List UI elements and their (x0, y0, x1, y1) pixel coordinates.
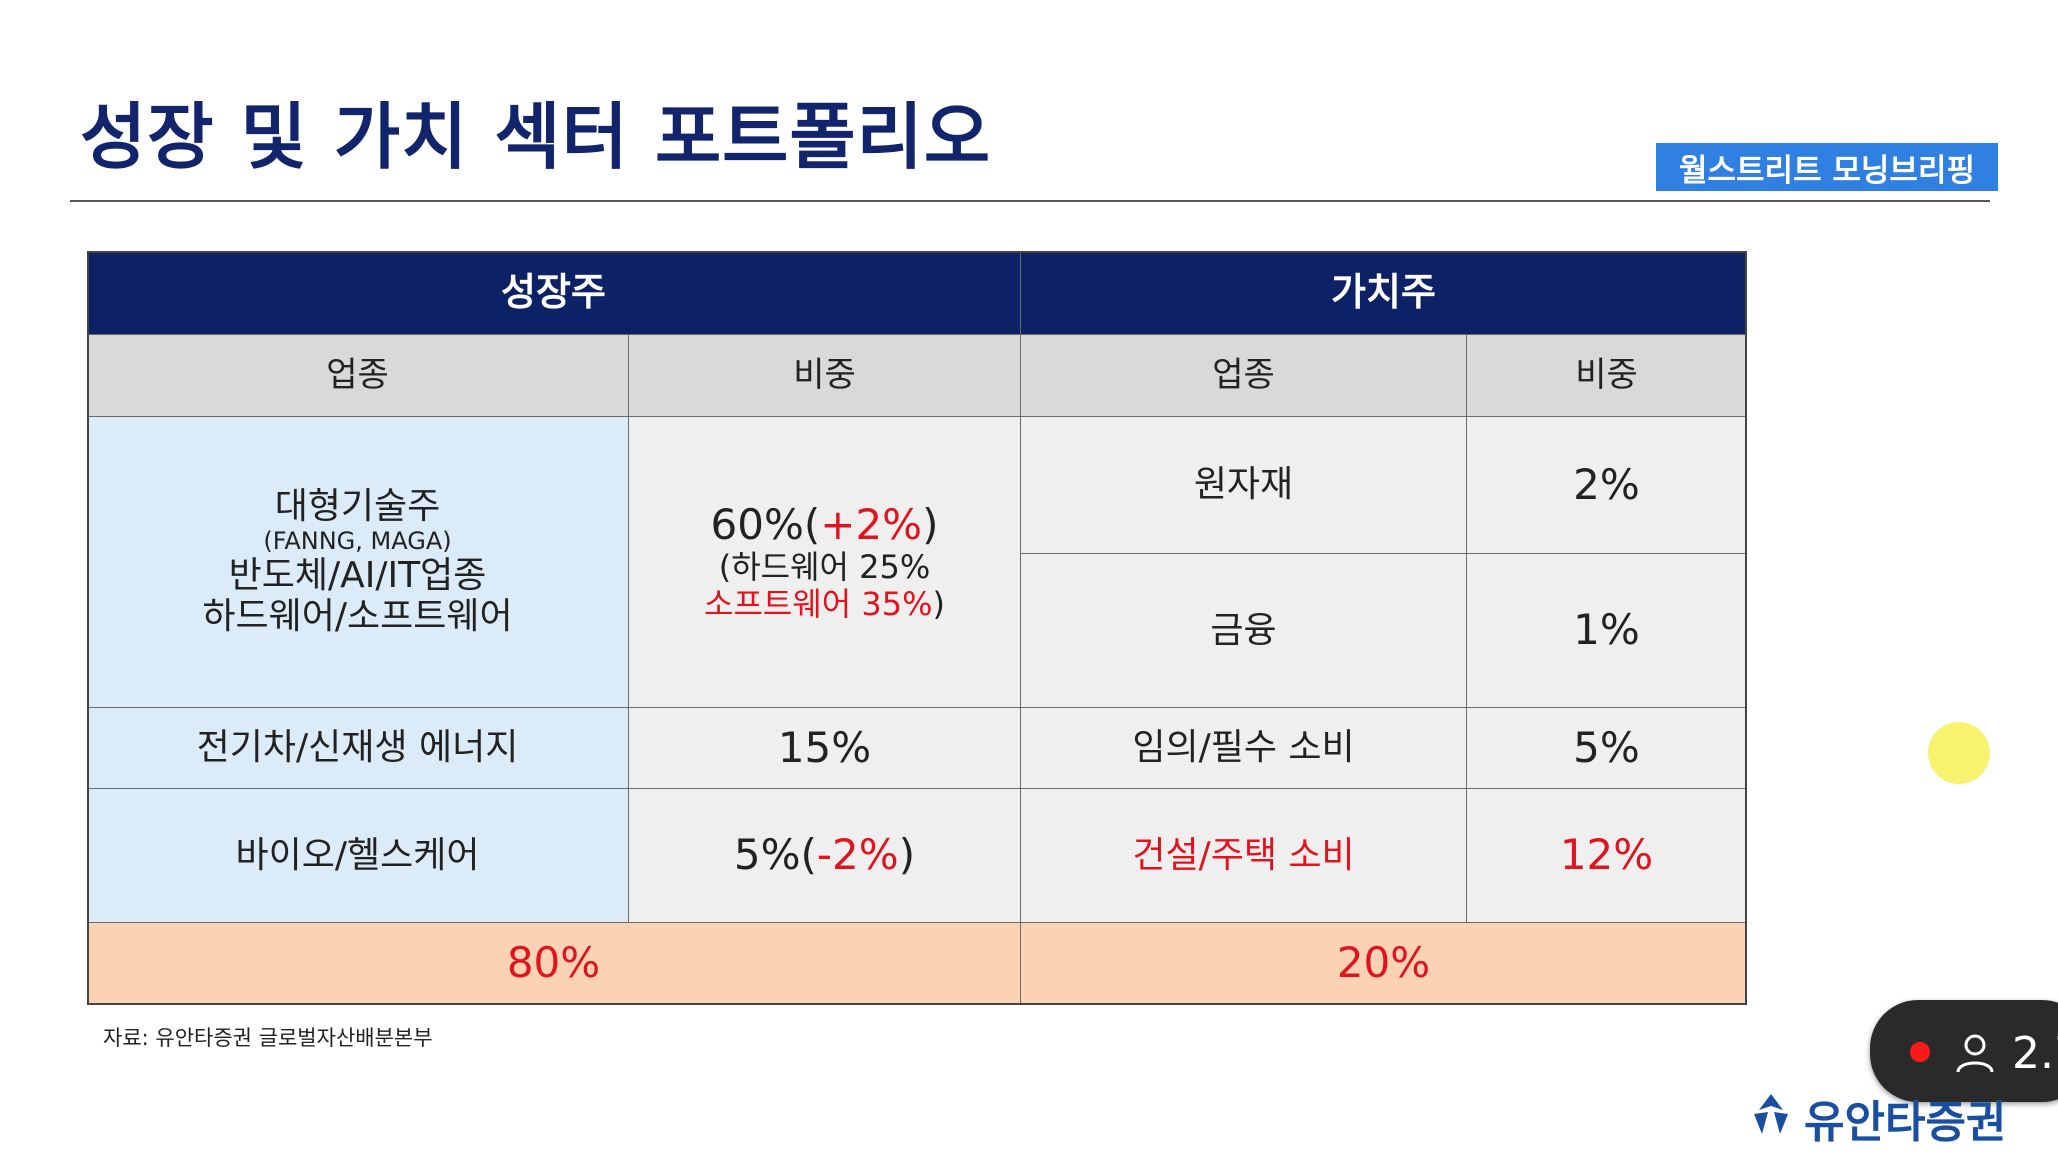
value-weight-materials: 2% (1467, 417, 1747, 554)
sector-line: 대형기술주 (274, 486, 441, 528)
live-viewer-badge[interactable]: 2.7 (1870, 1000, 2058, 1102)
weight-sub-software-line: 소프트웨어 35%) (704, 586, 945, 623)
growth-sector-ev: 전기차/신재생 에너지 (87, 708, 629, 789)
weight-main-line: 5%(-2%) (734, 831, 915, 879)
growth-sector-bio: 바이오/헬스케어 (87, 789, 629, 923)
value-weight-col-header: 비중 (1467, 335, 1747, 417)
logo-text: 유안타증권 (1804, 1097, 2007, 1148)
weight-close: ) (898, 830, 916, 880)
weight-main-line: 60%(+2%) (710, 500, 939, 550)
person-icon (1956, 1034, 1994, 1073)
source-note: 자료: 유안타증권 글로벌자산배분본부 (103, 1026, 433, 1050)
sector-line: (FANNG, MAGA) (263, 526, 452, 555)
value-sector-materials: 원자재 (1021, 417, 1467, 554)
pointer-highlight (1928, 722, 1990, 784)
title-divider (70, 200, 1990, 202)
brand-badge: 월스트리트 모닝브리핑 (1656, 143, 1998, 191)
growth-sector-bigtech: 대형기술주 (FANNG, MAGA) 반도체/AI/IT업종 하드웨어/소프트… (87, 417, 629, 708)
portfolio-table: 성장주 가치주 업종 비중 업종 비중 대형기술주 (FANNG, MAGA) … (87, 251, 1747, 1005)
weight-value: 5%( (733, 830, 817, 880)
value-sector-construction: 건설/주택 소비 (1021, 789, 1467, 923)
weight-close: ) (922, 500, 939, 550)
value-sector-consumer: 임의/필수 소비 (1021, 708, 1467, 789)
growth-weight-ev: 15% (629, 708, 1021, 789)
page-title: 성장 및 가치 섹터 포트폴리오 (80, 95, 992, 179)
weight-change: +2% (820, 500, 923, 550)
weight-change: -2% (816, 830, 899, 880)
viewer-count: 2.7 (2012, 1028, 2058, 1079)
live-indicator-icon (1910, 1042, 1930, 1062)
value-header: 가치주 (1021, 251, 1747, 335)
value-weight-construction: 12% (1467, 789, 1747, 923)
value-weight-consumer: 5% (1467, 708, 1747, 789)
yuanta-logo-icon (1754, 1094, 1788, 1134)
sector-line: 반도체/AI/IT업종 (228, 555, 487, 597)
growth-total: 80% (87, 923, 1021, 1005)
value-weight-financials: 1% (1467, 554, 1747, 708)
weight-sub-close: ) (932, 585, 945, 624)
value-sector-col-header: 업종 (1021, 335, 1467, 417)
growth-weight-col-header: 비중 (629, 335, 1021, 417)
growth-weight-bigtech: 60%(+2%) (하드웨어 25% 소프트웨어 35%) (629, 417, 1021, 708)
weight-sub-software: 소프트웨어 35% (704, 585, 933, 624)
weight-value: 60%( (710, 500, 821, 550)
value-total: 20% (1021, 923, 1747, 1005)
sector-line: 하드웨어/소프트웨어 (202, 596, 513, 638)
growth-weight-bio: 5%(-2%) (629, 789, 1021, 923)
weight-sub-hardware: (하드웨어 25% (718, 548, 931, 587)
growth-sector-col-header: 업종 (87, 335, 629, 417)
growth-header: 성장주 (87, 251, 1021, 335)
value-sector-financials: 금융 (1021, 554, 1467, 708)
